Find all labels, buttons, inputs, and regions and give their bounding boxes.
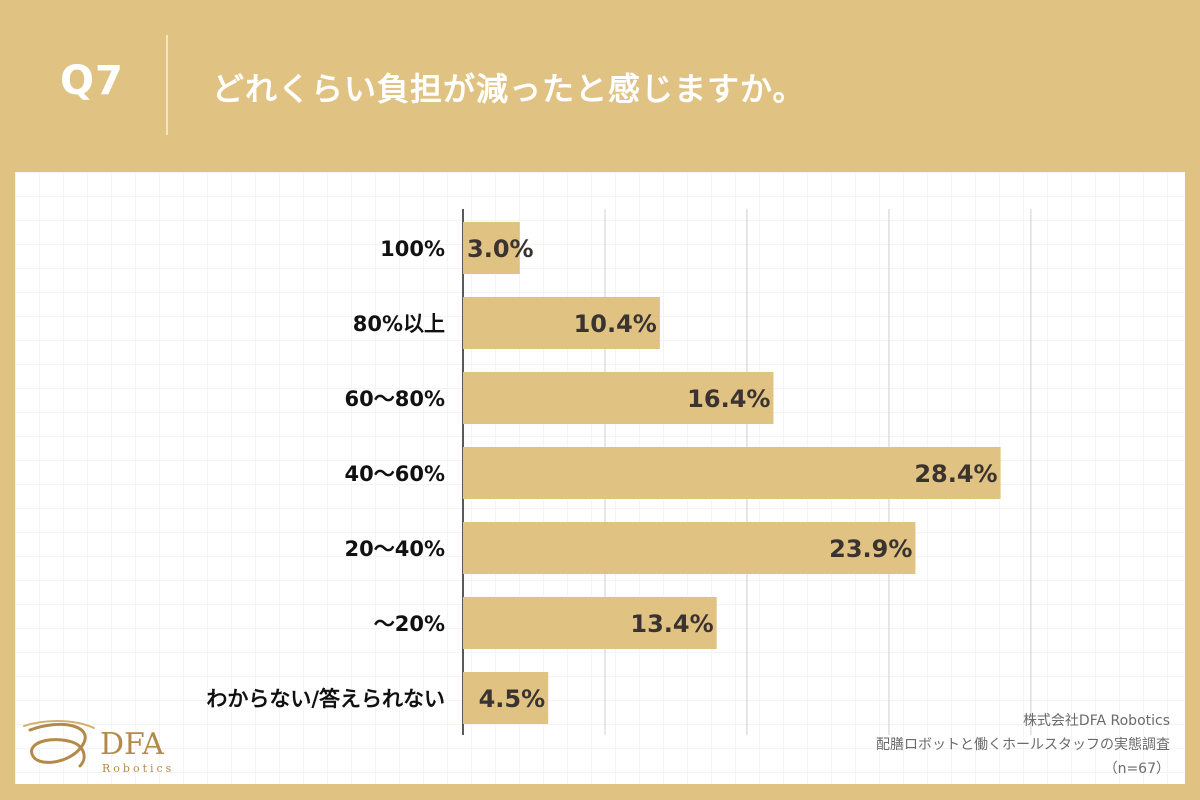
data-label: 16.4% bbox=[687, 385, 770, 413]
data-label: 23.9% bbox=[829, 535, 912, 563]
bar bbox=[463, 522, 916, 574]
bar bbox=[463, 297, 660, 349]
header-divider bbox=[166, 35, 168, 135]
bar bbox=[463, 447, 1001, 499]
data-label: 10.4% bbox=[574, 310, 657, 338]
bar bbox=[463, 372, 774, 424]
bar bbox=[463, 597, 717, 649]
category-label: わからない/答えられない bbox=[206, 687, 445, 711]
source-note: 株式会社DFA Robotics 配膳ロボットと働くホールスタッフの実態調査 （… bbox=[876, 709, 1170, 781]
dfa-logo: DFA Robotics bbox=[23, 720, 174, 775]
category-label: 40〜60% bbox=[345, 462, 446, 486]
bar-chart: 100% 3.0% 80%以上 10.4% 60〜80% 16.4% 40〜60% 28.4%… bbox=[206, 209, 1032, 735]
data-label: 28.4% bbox=[914, 460, 997, 488]
question-number: Q7 bbox=[60, 58, 124, 104]
bar bbox=[463, 222, 520, 274]
category-label: 〜20% bbox=[374, 612, 445, 636]
logo-swoosh-icon bbox=[28, 722, 87, 768]
data-label: 4.5% bbox=[479, 685, 546, 713]
category-label: 20〜40% bbox=[345, 537, 446, 561]
category-label: 80%以上 bbox=[353, 312, 445, 336]
source-sample-size: （n=67） bbox=[1103, 761, 1170, 777]
data-label: 13.4% bbox=[630, 610, 713, 638]
chart-panel: 100% 3.0% 80%以上 10.4% 60〜80% 16.4% 40〜60% 28.4%… bbox=[15, 172, 1185, 784]
logo-name: DFA bbox=[100, 727, 164, 762]
source-survey-title: 配膳ロボットと働くホールスタッフの実態調査 bbox=[876, 737, 1170, 753]
source-company: 株式会社DFA Robotics bbox=[1022, 713, 1170, 729]
bar bbox=[463, 672, 549, 724]
category-label: 100% bbox=[380, 237, 445, 261]
category-label: 60〜80% bbox=[345, 387, 446, 411]
question-title: どれくらい負担が減ったと感じますか。 bbox=[212, 70, 806, 108]
header: Q7 どれくらい負担が減ったと感じますか。 bbox=[0, 0, 1200, 168]
data-label: 3.0% bbox=[467, 235, 534, 263]
logo-tagline: Robotics bbox=[102, 762, 174, 775]
